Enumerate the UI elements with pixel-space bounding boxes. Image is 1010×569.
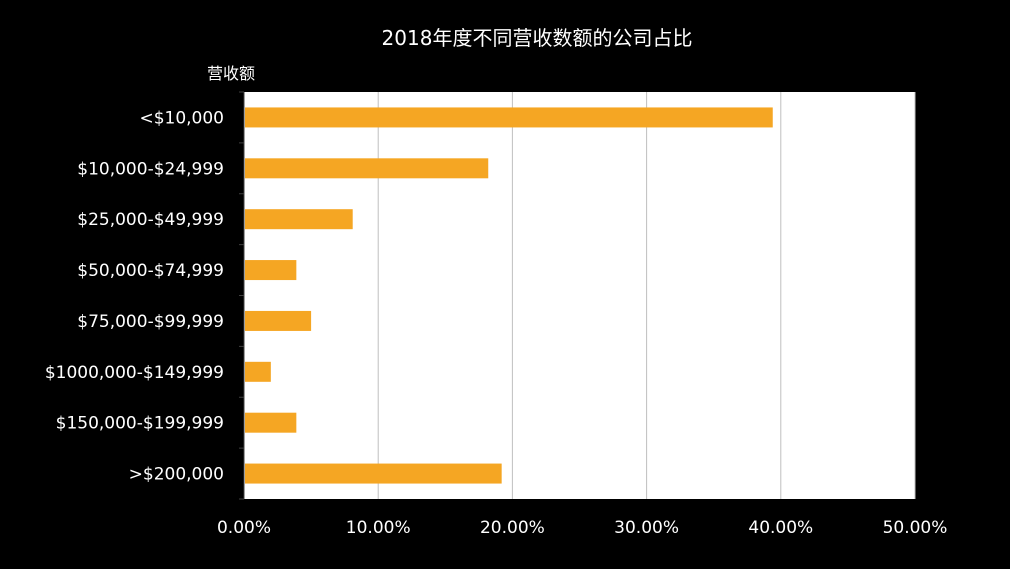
y-axis [239,91,245,500]
bar [245,463,502,484]
bars [245,107,773,484]
category-label: $25,000-$49,999 [77,210,224,230]
bar [245,107,773,128]
bar [245,412,297,433]
category-label: >$200,000 [129,465,224,485]
x-tick-label: 40.00% [748,518,813,538]
chart-title: 2018年度不同营收数额的公司占比 [382,26,693,50]
x-tick-label: 10.00% [346,518,411,538]
category-label: $10,000-$24,999 [77,159,224,179]
gridlines [377,92,916,499]
bar [245,310,312,331]
x-tick-label: 20.00% [480,518,545,538]
plot-area [244,92,915,499]
bar [245,260,297,281]
x-tick-label: 50.00% [883,518,948,538]
category-label: $75,000-$99,999 [77,312,224,332]
y-axis-label: 营收额 [207,64,255,83]
category-label: $1000,000-$149,999 [45,363,224,383]
category-labels: <$10,000 $10,000-$24,999 $25,000-$49,999 $5… [45,108,224,484]
x-tick-label: 30.00% [614,518,679,538]
category-label: $150,000-$199,999 [56,414,224,434]
x-tick-labels: 0.00% 10.00% 20.00% 30.00% 40.00% 50.00% [217,518,947,538]
x-tick-label: 0.00% [217,518,271,538]
bar [245,158,489,179]
bar [245,361,271,382]
category-label: $50,000-$74,999 [77,261,224,281]
bar [245,209,353,230]
category-label: <$10,000 [139,108,224,128]
